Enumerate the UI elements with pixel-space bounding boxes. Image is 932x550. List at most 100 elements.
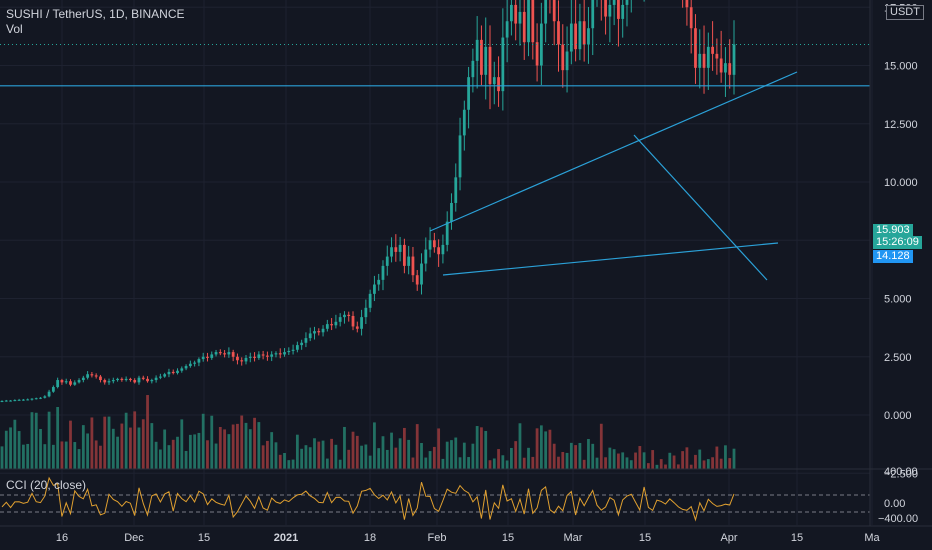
candle-body [257, 354, 261, 358]
y-tick-label: 2.500 [884, 352, 912, 364]
candle-body [146, 378, 149, 382]
symbol-title: SUSHI / TetherUS, 1D, BINANCE [6, 7, 185, 21]
x-tick-label: 15 [791, 532, 803, 544]
volume-bar [73, 442, 77, 469]
cci-pane [0, 476, 870, 522]
volume-bar [402, 427, 406, 469]
x-tick-label: 16 [56, 532, 68, 544]
candle-body [625, 0, 629, 5]
candle-body [197, 359, 201, 363]
candle-body [56, 380, 60, 388]
candle-body [411, 256, 415, 276]
volume-bar [569, 442, 573, 469]
volume-bar [124, 412, 128, 469]
trendline [442, 242, 779, 276]
candle-body [535, 42, 539, 66]
candle-body [355, 326, 359, 329]
cci-tick-label: 400.00 [884, 466, 918, 478]
volume-bar [129, 427, 132, 469]
y-tick-label: 15.000 [884, 61, 918, 73]
volume-bar [368, 455, 372, 469]
volume-bar [604, 457, 607, 469]
volume-bar [240, 415, 244, 469]
candle-body [240, 360, 244, 362]
volume-bar [561, 452, 565, 469]
candle-body [9, 400, 12, 402]
currency-unit-badge[interactable]: USDT [886, 5, 924, 20]
candle-body [120, 378, 124, 381]
volume-bar [321, 440, 325, 469]
candle-body [728, 63, 732, 75]
candle-body [685, 0, 689, 8]
candle-body [274, 353, 278, 355]
volume-bar [437, 428, 441, 469]
volume-bar [578, 442, 582, 469]
candle-body [304, 338, 308, 343]
candle-body [604, 0, 607, 17]
volume-bar [432, 446, 436, 469]
candle-body [141, 377, 145, 379]
candle-body [420, 263, 423, 285]
candle-body [150, 380, 154, 382]
volume-bar [715, 446, 719, 469]
candle-body [360, 317, 363, 329]
candle-body [17, 399, 21, 401]
volume-bar [595, 457, 599, 469]
volume-bar [163, 429, 167, 469]
x-tick-label: 15 [198, 532, 210, 544]
candle-body [488, 46, 492, 85]
candle-body [22, 399, 25, 401]
volume-bar [184, 450, 188, 469]
candle-body [270, 354, 274, 357]
candle-body [0, 401, 4, 403]
candle-body [278, 353, 282, 355]
volume-bar [664, 464, 667, 469]
volume-bar [621, 452, 625, 469]
candle-body [39, 397, 42, 399]
cci-tick-label: −400.00 [878, 513, 918, 525]
volume-bar [719, 458, 723, 469]
horizontal-price-line[interactable] [0, 43, 870, 87]
volume-bar [64, 441, 68, 469]
volume-bar [94, 440, 98, 469]
horizontal-line-price-badge: 14.128 [873, 250, 913, 263]
volume-bar [193, 434, 197, 469]
candle-body [569, 23, 573, 52]
volume-bar [51, 444, 55, 469]
candle-body [308, 333, 312, 339]
candle-body [582, 21, 586, 45]
candle-body [552, 0, 556, 22]
candle-body [180, 368, 184, 371]
candle-body [415, 275, 419, 285]
candle-body [732, 44, 736, 75]
candle-body [702, 53, 706, 68]
candle-body [158, 376, 162, 378]
volume-bar [441, 458, 445, 469]
volume-bar [154, 441, 158, 469]
volume-bar [223, 429, 226, 469]
candle-body [26, 399, 30, 401]
candle-body [510, 4, 513, 22]
volume-bar [514, 441, 518, 469]
candle-body [522, 11, 526, 43]
candle-body [171, 371, 175, 374]
x-tick-label: Dec [124, 532, 144, 544]
candle-body [30, 398, 34, 400]
volume-bar [99, 445, 102, 469]
volume-bar [270, 432, 274, 469]
candle-body [176, 370, 179, 374]
candle-body [557, 21, 560, 45]
volume-bar [518, 423, 522, 469]
candle-body [497, 77, 500, 92]
trendline-drawings[interactable] [429, 71, 798, 281]
candle-body [467, 77, 470, 110]
candle-body [471, 60, 475, 78]
candle-body [565, 51, 569, 71]
volume-bar [587, 439, 590, 469]
x-tick-label: Feb [428, 532, 447, 544]
volume-bar [394, 447, 398, 469]
volume-bar [180, 419, 184, 469]
candle-body [381, 265, 385, 280]
candle-body [321, 328, 325, 333]
